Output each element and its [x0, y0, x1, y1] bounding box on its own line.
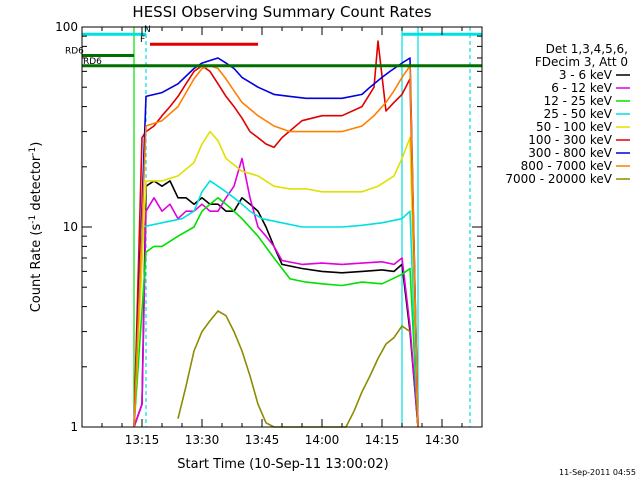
x-tick-label-2: 13:45 — [245, 433, 280, 447]
series-line-2 — [133, 197, 419, 428]
series-line-7 — [133, 65, 419, 428]
annotation-label-0: N — [144, 25, 151, 35]
y-axis-label-exp-1: -1 — [28, 215, 38, 224]
y-tick-label-1: 10 — [63, 220, 78, 234]
legend-entry-4: 50 - 100 keV — [536, 120, 613, 134]
series-line-1 — [133, 157, 419, 428]
legend-entry-7: 800 - 7000 keV — [521, 159, 613, 173]
series-line-6 — [133, 57, 419, 428]
chart-title: HESSI Observing Summary Count Rates — [132, 3, 431, 21]
y-axis-label-exp-2: -1 — [28, 147, 38, 156]
y-axis-label-mid: detector — [29, 155, 44, 215]
legend-header-2: FDecim 3, Att 0 — [535, 55, 628, 69]
x-tick-label-5: 14:30 — [425, 433, 460, 447]
legend-entry-0: 3 - 6 keV — [559, 68, 613, 82]
legend-entry-2: 12 - 25 keV — [544, 94, 613, 108]
x-axis: 13:15 13:30 13:45 14:00 14:15 14:30 — [81, 27, 483, 447]
legend-entry-6: 300 - 800 keV — [528, 146, 612, 160]
annotation-label-4: RD6 — [83, 57, 102, 67]
legend-entry-5: 100 - 300 keV — [528, 133, 612, 147]
annotation-label-3: RD6 — [65, 47, 84, 57]
y-axis-label-end: ) — [29, 142, 44, 147]
x-tick-label-0: 13:15 — [125, 433, 160, 447]
y-axis: 1 10 100 — [55, 20, 482, 434]
footer-timestamp: 11-Sep-2011 04:55 — [559, 468, 636, 477]
y-axis-label: Count Rate (s-1 detector-1) — [28, 142, 44, 313]
y-tick-label-0: 1 — [70, 420, 78, 434]
x-tick-label-4: 14:15 — [365, 433, 400, 447]
annotation-label-2: F — [140, 35, 145, 45]
legend-header-1: Det 1,3,4,5,6, — [546, 42, 628, 56]
y-tick-label-2: 100 — [55, 20, 78, 34]
legend: Det 1,3,4,5,6, FDecim 3, Att 0 3 - 6 keV… — [505, 42, 630, 186]
y-axis-label-main: Count Rate (s — [29, 224, 44, 313]
legend-entry-1: 6 - 12 keV — [551, 81, 613, 95]
series-line-4 — [133, 130, 419, 428]
legend-entry-8: 7000 - 20000 keV — [505, 172, 612, 186]
x-axis-label: Start Time (10-Sep-11 13:00:02) — [177, 457, 388, 472]
x-tick-label-1: 13:30 — [185, 433, 220, 447]
legend-entry-3: 25 - 50 keV — [544, 107, 613, 121]
series-line-5 — [133, 40, 419, 428]
x-tick-label-3: 14:00 — [305, 433, 340, 447]
series-line-0 — [133, 180, 419, 428]
series-line-3 — [133, 180, 419, 428]
